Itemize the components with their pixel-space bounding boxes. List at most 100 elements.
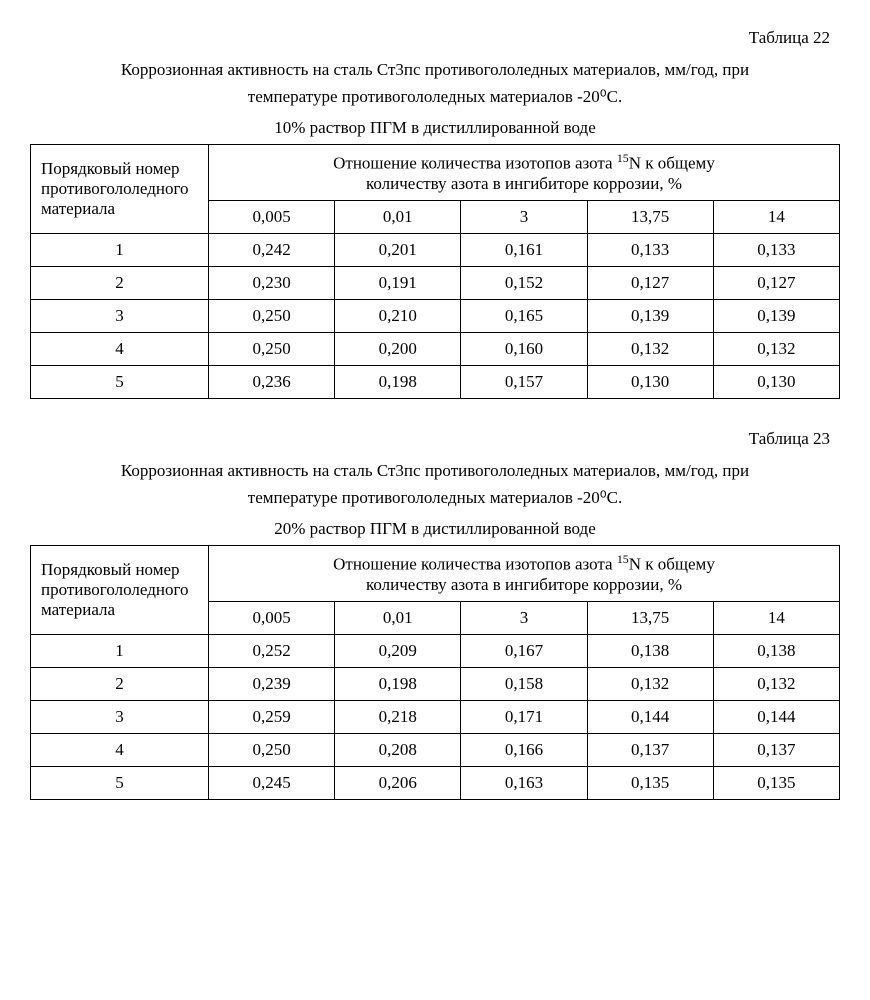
cell: 0,130 [587, 366, 713, 399]
cell: 0,166 [461, 734, 587, 767]
col-group-l1-mid: N к общему [629, 555, 715, 574]
table-row: 1 0,252 0,209 0,167 0,138 0,138 [31, 635, 840, 668]
cell: 0,132 [587, 333, 713, 366]
cell: 0,242 [208, 234, 334, 267]
row-id: 2 [31, 267, 209, 300]
table-caption: Коррозионная активность на сталь Ст3пс п… [50, 56, 820, 110]
table-row: 5 0,245 0,206 0,163 0,135 0,135 [31, 767, 840, 800]
table-label: Таблица 22 [30, 28, 830, 48]
cell: 0,200 [335, 333, 461, 366]
caption-line1: Коррозионная активность на сталь Ст3пс п… [121, 60, 749, 79]
cell: 0,209 [335, 635, 461, 668]
row-header-l2: противогололедного [41, 580, 189, 599]
col-header: 14 [713, 602, 839, 635]
cell: 0,139 [587, 300, 713, 333]
cell: 0,206 [335, 767, 461, 800]
caption-line2: температуре противогололедных материалов… [248, 488, 622, 507]
cell: 0,230 [208, 267, 334, 300]
cell: 0,158 [461, 668, 587, 701]
cell: 0,198 [335, 366, 461, 399]
data-table-22: Порядковый номер противогололедного мате… [30, 144, 840, 399]
row-id: 1 [31, 635, 209, 668]
cell: 0,133 [713, 234, 839, 267]
cell: 0,160 [461, 333, 587, 366]
table-row: 4 0,250 0,208 0,166 0,137 0,137 [31, 734, 840, 767]
col-group-l1-pre: Отношение количества изотопов азота [333, 154, 617, 173]
cell: 0,167 [461, 635, 587, 668]
cell: 0,210 [335, 300, 461, 333]
isotope-sup: 15 [617, 552, 629, 566]
caption-line1: Коррозионная активность на сталь Ст3пс п… [121, 461, 749, 480]
cell: 0,208 [335, 734, 461, 767]
row-id: 3 [31, 701, 209, 734]
cell: 0,259 [208, 701, 334, 734]
cell: 0,165 [461, 300, 587, 333]
table-row: 3 0,259 0,218 0,171 0,144 0,144 [31, 701, 840, 734]
cell: 0,132 [587, 668, 713, 701]
cell: 0,163 [461, 767, 587, 800]
col-header: 13,75 [587, 201, 713, 234]
cell: 0,191 [335, 267, 461, 300]
row-header-l3: материала [41, 600, 115, 619]
cell: 0,236 [208, 366, 334, 399]
row-header-l1: Порядковый номер [41, 159, 180, 178]
cell: 0,137 [587, 734, 713, 767]
row-group-header: Порядковый номер противогололедного мате… [31, 546, 209, 635]
caption-line2: температуре противогололедных материалов… [248, 87, 622, 106]
cell: 0,144 [587, 701, 713, 734]
cell: 0,218 [335, 701, 461, 734]
col-header: 14 [713, 201, 839, 234]
row-id: 5 [31, 366, 209, 399]
row-id: 4 [31, 333, 209, 366]
row-header-l2: противогололедного [41, 179, 189, 198]
col-header: 0,005 [208, 602, 334, 635]
row-header-l1: Порядковый номер [41, 560, 180, 579]
table-caption: Коррозионная активность на сталь Ст3пс п… [50, 457, 820, 511]
cell: 0,138 [713, 635, 839, 668]
header-row: Порядковый номер противогололедного мате… [31, 546, 840, 602]
col-group-l2: количеству азота в ингибиторе коррозии, … [366, 575, 682, 594]
table-row: 3 0,250 0,210 0,165 0,139 0,139 [31, 300, 840, 333]
col-group-header: Отношение количества изотопов азота 15N … [208, 546, 839, 602]
cell: 0,139 [713, 300, 839, 333]
table-subtitle: 20% раствор ПГМ в дистиллированной воде [30, 519, 840, 539]
col-group-header: Отношение количества изотопов азота 15N … [208, 145, 839, 201]
table-subtitle: 10% раствор ПГМ в дистиллированной воде [30, 118, 840, 138]
cell: 0,250 [208, 734, 334, 767]
col-group-l1-pre: Отношение количества изотопов азота [333, 555, 617, 574]
row-id: 3 [31, 300, 209, 333]
row-id: 2 [31, 668, 209, 701]
cell: 0,135 [713, 767, 839, 800]
cell: 0,137 [713, 734, 839, 767]
col-group-l2: количеству азота в ингибиторе коррозии, … [366, 174, 682, 193]
cell: 0,239 [208, 668, 334, 701]
cell: 0,198 [335, 668, 461, 701]
cell: 0,250 [208, 300, 334, 333]
cell: 0,201 [335, 234, 461, 267]
row-id: 5 [31, 767, 209, 800]
table-row: 2 0,230 0,191 0,152 0,127 0,127 [31, 267, 840, 300]
col-header: 0,01 [335, 201, 461, 234]
row-id: 1 [31, 234, 209, 267]
cell: 0,138 [587, 635, 713, 668]
col-group-l1-mid: N к общему [629, 154, 715, 173]
cell: 0,245 [208, 767, 334, 800]
row-header-l3: материала [41, 199, 115, 218]
col-header: 3 [461, 602, 587, 635]
cell: 0,127 [587, 267, 713, 300]
cell: 0,252 [208, 635, 334, 668]
cell: 0,135 [587, 767, 713, 800]
cell: 0,152 [461, 267, 587, 300]
col-header: 13,75 [587, 602, 713, 635]
cell: 0,250 [208, 333, 334, 366]
table-row: 2 0,239 0,198 0,158 0,132 0,132 [31, 668, 840, 701]
col-header: 3 [461, 201, 587, 234]
isotope-sup: 15 [617, 151, 629, 165]
row-id: 4 [31, 734, 209, 767]
col-header: 0,005 [208, 201, 334, 234]
data-table-23: Порядковый номер противогололедного мате… [30, 545, 840, 800]
table-row: 5 0,236 0,198 0,157 0,130 0,130 [31, 366, 840, 399]
cell: 0,132 [713, 333, 839, 366]
cell: 0,130 [713, 366, 839, 399]
row-group-header: Порядковый номер противогололедного мате… [31, 145, 209, 234]
